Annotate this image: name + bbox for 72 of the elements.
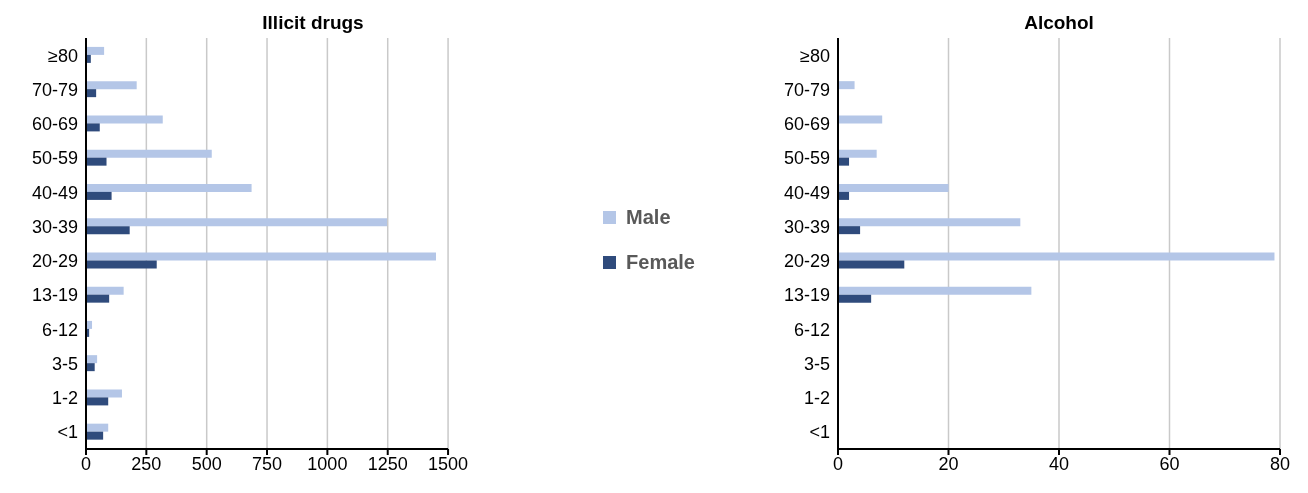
bar — [838, 226, 861, 235]
bar — [86, 46, 105, 55]
bar — [86, 226, 130, 235]
x-tick-label: 750 — [252, 453, 283, 474]
y-tick-label: <1 — [809, 422, 830, 443]
x-tick-label: 1500 — [428, 453, 469, 474]
y-tick-label: 50-59 — [31, 148, 78, 169]
bar — [86, 363, 95, 372]
bar — [86, 286, 124, 295]
x-tick-label: 20 — [938, 453, 959, 474]
x-tick-label: 250 — [131, 453, 162, 474]
x-tick-label: 0 — [832, 453, 844, 474]
y-tick-label: 40-49 — [783, 182, 830, 203]
bar — [838, 218, 1021, 227]
x-tick-label: 80 — [1269, 453, 1291, 474]
bar — [838, 286, 1032, 295]
y-tick-label: 20-29 — [783, 251, 830, 272]
bar — [86, 183, 252, 192]
bar — [838, 81, 855, 90]
x-tick-label: 0 — [80, 453, 92, 474]
y-tick-label: 6-12 — [41, 319, 78, 340]
bar — [838, 260, 905, 269]
chart-title: Illicit drugs — [261, 12, 365, 34]
y-tick-label: 50-59 — [783, 148, 830, 169]
y-tick-label: 13-19 — [783, 285, 830, 306]
bar — [838, 294, 872, 303]
bar — [86, 389, 122, 398]
y-tick-label: 60-69 — [783, 114, 830, 135]
x-tick-label: 1250 — [367, 453, 408, 474]
bar — [838, 183, 949, 192]
y-tick-label: 60-69 — [31, 114, 78, 135]
y-tick-label: 70-79 — [783, 79, 830, 100]
bar — [838, 252, 1275, 261]
bar — [86, 123, 100, 132]
bar — [86, 294, 110, 303]
bar — [86, 115, 163, 124]
y-tick-label: 3-5 — [51, 353, 78, 374]
bar — [838, 157, 850, 166]
y-tick-label: 70-79 — [31, 79, 78, 100]
x-tick-label: 40 — [1048, 453, 1070, 474]
y-tick-label: 1-2 — [803, 388, 830, 409]
bar — [86, 260, 157, 269]
y-tick-label: 6-12 — [793, 319, 830, 340]
y-tick-label: 13-19 — [31, 285, 78, 306]
legend-label: Female — [626, 251, 695, 274]
y-tick-label: 30-39 — [783, 216, 830, 237]
y-tick-label: 40-49 — [31, 182, 78, 203]
bar — [86, 81, 137, 90]
bar — [86, 218, 387, 227]
bar — [86, 252, 436, 261]
y-tick-label: 1-2 — [51, 388, 78, 409]
legend-label: Male — [626, 206, 671, 229]
bar — [86, 431, 104, 440]
bar — [86, 355, 98, 364]
bar — [838, 149, 877, 158]
y-tick-label: ≥80 — [800, 45, 830, 66]
y-tick-label: <1 — [57, 422, 78, 443]
y-tick-label: 20-29 — [31, 251, 78, 272]
y-tick-label: ≥80 — [48, 45, 78, 66]
chart-title: Alcohol — [1023, 12, 1095, 34]
y-tick-label: 3-5 — [803, 353, 830, 374]
x-tick-label: 60 — [1159, 453, 1180, 474]
bar — [86, 149, 212, 158]
x-tick-label: 1000 — [307, 453, 348, 474]
bar — [838, 115, 883, 124]
bar — [86, 191, 112, 200]
y-tick-label: 30-39 — [31, 216, 78, 237]
bar — [838, 191, 850, 200]
bar — [86, 397, 109, 406]
x-tick-label: 500 — [191, 453, 222, 474]
bar — [86, 157, 107, 166]
bar — [86, 423, 109, 432]
